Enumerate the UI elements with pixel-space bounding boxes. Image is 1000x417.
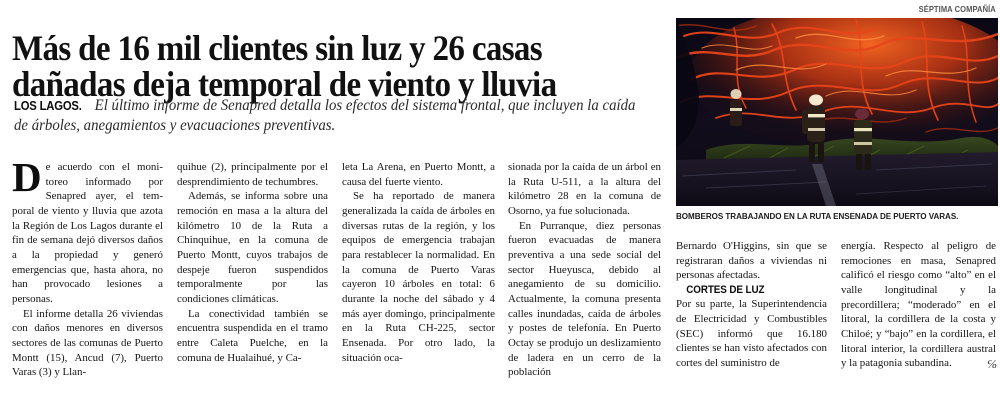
paragraph-text: Bernardo O'Higgins, sin que se registrar… xyxy=(676,240,827,282)
section-subhead: CORTES DE LUZ xyxy=(686,283,765,296)
body-column-6: energía. Respecto al peligro de remocion… xyxy=(841,239,997,372)
firefighter-figure-left xyxy=(730,89,742,126)
paragraph: quihue (2), principalmente por el despre… xyxy=(177,160,328,189)
paragraph-text: energía. Respecto al peligro de remocion… xyxy=(841,240,996,370)
paragraph: energía. Respecto al peligro de remocion… xyxy=(841,239,997,372)
paragraph: La conectividad también se encuentra sus… xyxy=(177,307,328,366)
paragraph-text: sionada por la caída de un árbol en la R… xyxy=(508,161,661,217)
article-headline: Más de 16 mil clientes sin luz y 26 casa… xyxy=(12,30,618,103)
paragraph: Además, se informa sobre una remoción en… xyxy=(177,189,328,306)
paragraph-text: En Purranque, diez personas fueron evacu… xyxy=(508,219,661,379)
body-column-4: sionada por la caída de un árbol en la R… xyxy=(508,160,661,380)
paragraph-text: leta La Arena, en Puerto Montt, a causa … xyxy=(342,161,495,188)
body-column-5: Bernardo O'Higgins, sin que se registrar… xyxy=(676,239,827,370)
paragraph: Por su parte, la Superintendencia de Ele… xyxy=(676,297,827,370)
photo-caption: BOMBEROS TRABAJANDO EN LA RUTA ENSENADA … xyxy=(676,211,959,221)
photo-credit: SÉPTIMA COMPAÑÍA xyxy=(918,4,996,14)
location-kicker: LOS LAGOS. xyxy=(14,98,82,113)
paragraph: leta La Arena, en Puerto Montt, a causa … xyxy=(342,160,495,189)
paragraph-text: La conectividad también se encuentra sus… xyxy=(177,307,328,364)
firefighter-figure-right xyxy=(854,108,872,170)
paragraph: Se ha reportado de manera generalizada l… xyxy=(342,189,495,365)
end-ornament: ℅ xyxy=(986,357,997,372)
article-lead: LOS LAGOS. El último informe de Senapred… xyxy=(14,96,646,136)
drop-cap: D xyxy=(12,154,42,200)
headline-line-2: dañadas deja temporal de viento y lluvia xyxy=(12,64,557,105)
paragraph-text: Además, se informa sobre una remoción en… xyxy=(177,190,328,305)
photo-illustration xyxy=(676,18,998,206)
body-column-2: quihue (2), principalmente por el despre… xyxy=(177,160,328,365)
paragraph: En Purranque, diez personas fueron evacu… xyxy=(508,219,661,380)
article-photo xyxy=(676,18,998,206)
body-column-3: leta La Arena, en Puerto Montt, a causa … xyxy=(342,160,495,365)
paragraph: Bernardo O'Higgins, sin que se registrar… xyxy=(676,239,827,283)
paragraph-text: quihue (2), principalmente por el despre… xyxy=(177,161,328,188)
paragraph: sionada por la caída de un árbol en la R… xyxy=(508,160,661,219)
paragraph-text: e acuerdo con el moni-toreo informado po… xyxy=(12,161,163,305)
paragraph-text: Se ha reportado de manera generalizada l… xyxy=(342,190,495,364)
paragraph-text: El informe detalla 26 viviendas con daño… xyxy=(12,307,163,379)
paragraph: El informe detalla 26 viviendas con daño… xyxy=(12,307,163,380)
lead-text: El último informe de Senapred detalla lo… xyxy=(14,97,636,134)
paragraph-text: Por su parte, la Superintendencia de Ele… xyxy=(676,298,827,369)
headline-line-1: Más de 16 mil clientes sin luz y 26 casa… xyxy=(12,27,543,68)
firefighter-figure-center xyxy=(802,94,825,162)
